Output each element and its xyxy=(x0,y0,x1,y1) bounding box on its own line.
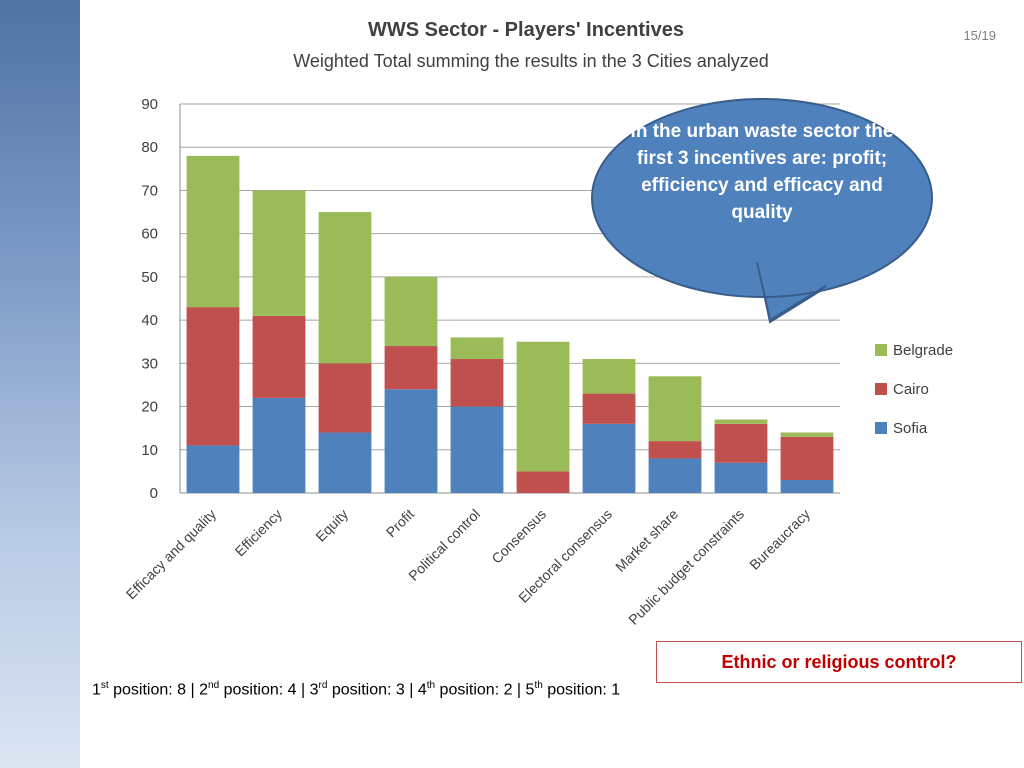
footer-count-4: position: 2 | xyxy=(435,681,526,699)
question-text: Ethnic or religious control? xyxy=(721,651,957,672)
legend-swatch-belgrade xyxy=(875,344,887,356)
side-band xyxy=(0,0,80,768)
y-tick-label: 30 xyxy=(141,355,158,372)
x-category-label: Bureaucracy xyxy=(746,506,813,573)
bar-sofia xyxy=(252,397,306,493)
legend-swatch-cairo xyxy=(875,383,887,395)
footer-position-1: 1 xyxy=(92,681,101,699)
x-category-label: Public budget constraints xyxy=(625,506,747,628)
footer-ordinal-4: th xyxy=(426,680,436,691)
bar-belgrade xyxy=(384,276,438,347)
bar-belgrade xyxy=(450,337,504,360)
bar-belgrade xyxy=(516,341,570,472)
y-tick-label: 90 xyxy=(141,96,158,113)
bar-belgrade xyxy=(582,359,636,394)
x-category-label: Market share xyxy=(612,506,681,575)
footer-ordinal-2: nd xyxy=(208,680,220,691)
footer-count-5: position: 1 xyxy=(542,681,621,699)
footer-ordinal-5: th xyxy=(534,680,543,691)
bar-cairo xyxy=(252,315,306,398)
footer-position-5: 5 xyxy=(525,681,535,699)
y-tick-label: 0 xyxy=(150,485,158,502)
footer-position-2: 2 xyxy=(199,681,209,699)
y-tick-label: 20 xyxy=(141,399,158,416)
x-category-label: Efficacy and quality xyxy=(123,506,219,602)
bar-sofia xyxy=(318,432,372,493)
chart-title: WWS Sector - Players' Incentives xyxy=(368,19,684,41)
y-tick-label: 10 xyxy=(141,442,158,459)
footer-count-2: position: 4 | xyxy=(219,681,310,699)
legend-swatch-sofia xyxy=(875,422,887,434)
callout-text: In the urban waste sector the first 3 in… xyxy=(630,121,894,223)
footer-ordinal-3: rd xyxy=(318,680,328,691)
bar-cairo xyxy=(318,363,372,433)
bar-sofia xyxy=(384,389,438,493)
footer-count-1: position: 8 | xyxy=(108,681,200,699)
footer-count-3: position: 3 | xyxy=(327,681,418,699)
bar-sofia xyxy=(450,406,504,493)
callout-tail-outline xyxy=(756,261,827,322)
x-category-label: Equity xyxy=(312,506,351,545)
y-tick-label: 50 xyxy=(141,269,158,286)
legend-label-cairo: Cairo xyxy=(893,381,929,398)
y-tick-label: 80 xyxy=(141,139,158,156)
bar-cairo xyxy=(516,471,570,493)
bar-cairo xyxy=(714,423,768,463)
x-category-label: Profit xyxy=(383,506,417,540)
bar-sofia xyxy=(648,458,702,493)
question-box: Ethnic or religious control? xyxy=(656,641,1022,683)
bar-belgrade xyxy=(252,190,306,316)
footer-position-3: 3 xyxy=(309,681,319,699)
y-tick-label: 70 xyxy=(141,182,158,199)
y-tick-label: 40 xyxy=(141,312,158,329)
bar-sofia xyxy=(186,445,240,493)
callout-join xyxy=(752,258,832,284)
stacked-bar-chart: WWS Sector - Players' Incentives Weighted… xyxy=(123,19,953,628)
bar-sofia xyxy=(582,423,636,493)
bar-cairo xyxy=(780,436,834,481)
bar-belgrade xyxy=(648,376,702,442)
footer-ordinal-1: st xyxy=(100,680,109,691)
x-category-label: Consensus xyxy=(488,506,549,567)
page-number: 15/19 xyxy=(963,28,996,43)
callout-bubble xyxy=(591,98,933,298)
legend-label-belgrade: Belgrade xyxy=(893,342,953,359)
chart-subtitle: Weighted Total summing the results in th… xyxy=(293,51,769,71)
bar-cairo xyxy=(384,346,438,390)
bar-cairo xyxy=(582,393,636,424)
legend-label-sofia: Sofia xyxy=(893,420,928,437)
bar-belgrade xyxy=(186,155,240,308)
bar-belgrade xyxy=(714,419,768,424)
bar-cairo xyxy=(186,307,240,446)
footer-position-4: 4 xyxy=(417,681,427,699)
bar-cairo xyxy=(648,441,702,459)
bar-belgrade xyxy=(318,212,372,364)
footer-positions: 1st position: 8 | 2nd position: 4 | 3rd … xyxy=(92,680,620,699)
bar-cairo xyxy=(450,359,504,407)
bar-belgrade xyxy=(780,432,834,437)
x-category-label: Political control xyxy=(405,506,483,584)
x-category-label: Efficiency xyxy=(232,506,286,560)
y-tick-label: 60 xyxy=(141,226,158,243)
bar-sofia xyxy=(714,462,768,493)
bar-sofia xyxy=(780,480,834,493)
